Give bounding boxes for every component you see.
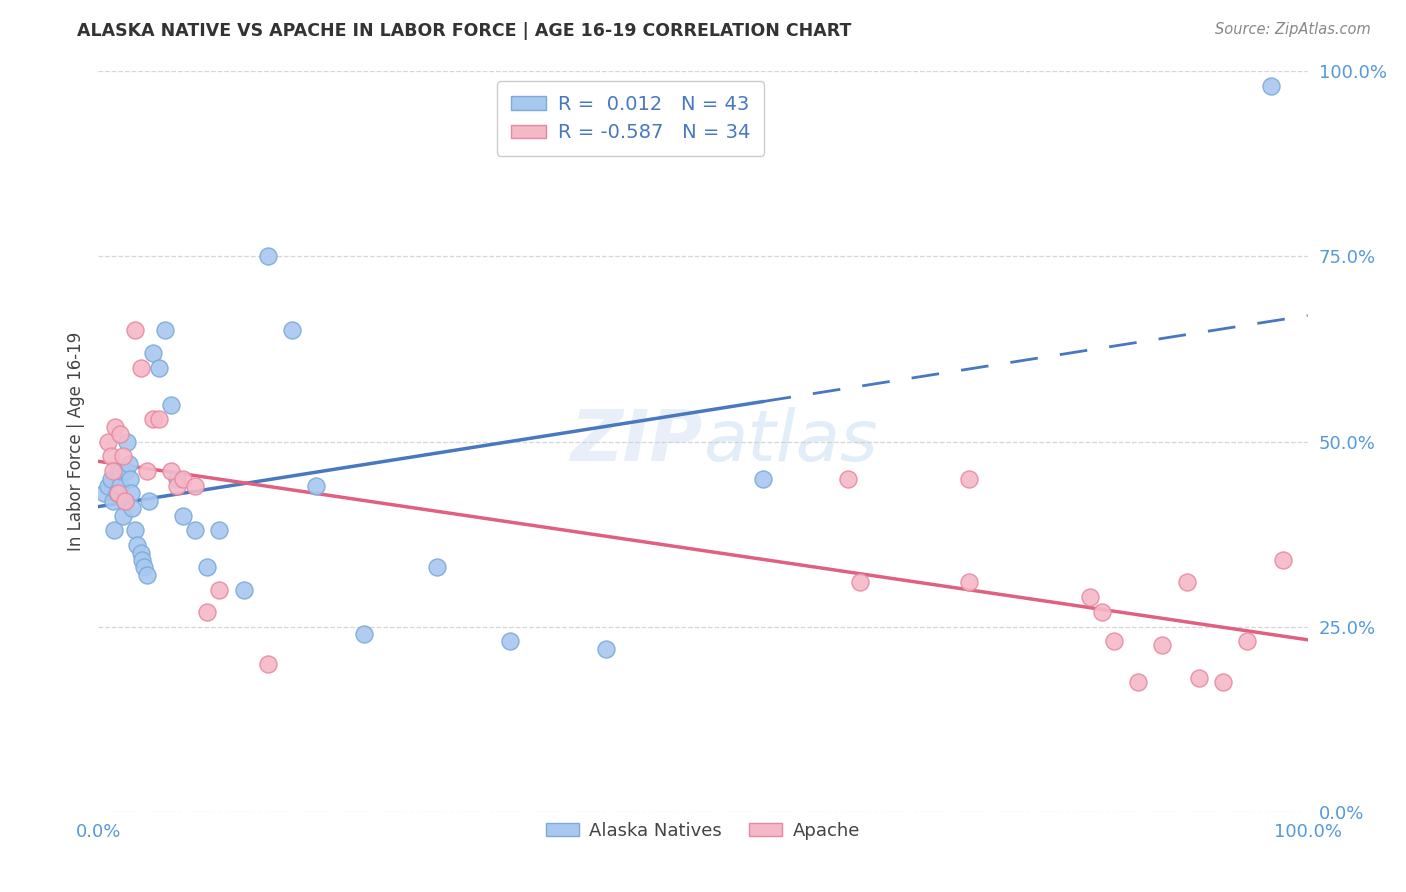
Point (124, 324, 146, 338)
Point (148, 412, 170, 426)
Point (111, 450, 134, 464)
Legend: Alaska Natives, Apache: Alaska Natives, Apache (538, 814, 868, 847)
Point (101, 464, 124, 478)
Point (118, 471, 141, 485)
Point (138, 493, 160, 508)
Point (184, 524, 207, 538)
Point (120, 486, 142, 500)
Point (142, 412, 165, 426)
Point (256, 657, 278, 671)
Point (849, 575, 872, 590)
Point (97, 479, 120, 493)
Point (1102, 634, 1125, 648)
Point (117, 434, 139, 449)
Point (172, 508, 194, 523)
Point (107, 464, 129, 478)
Point (100, 471, 122, 485)
Text: atlas: atlas (703, 407, 877, 476)
Point (104, 419, 127, 434)
Point (256, 250, 278, 264)
Point (110, 464, 132, 478)
Point (127, 538, 149, 552)
Point (114, 493, 136, 508)
Point (1236, 634, 1258, 648)
Point (1260, 79, 1282, 94)
Point (148, 360, 170, 375)
Y-axis label: In Labor Force | Age 16-19: In Labor Force | Age 16-19 (66, 332, 84, 551)
Point (108, 479, 131, 493)
Point (142, 345, 165, 359)
Point (166, 479, 188, 493)
Point (114, 493, 136, 508)
Point (1128, 675, 1150, 690)
Point (103, 524, 125, 538)
Point (115, 464, 138, 478)
Point (97, 434, 120, 449)
Point (1188, 672, 1211, 686)
Point (111, 508, 134, 523)
Point (100, 450, 122, 464)
Point (107, 486, 129, 500)
Point (108, 427, 131, 442)
Text: ZIP: ZIP (571, 407, 703, 476)
Text: ALASKA NATIVE VS APACHE IN LABOR FORCE | AGE 16-19 CORRELATION CHART: ALASKA NATIVE VS APACHE IN LABOR FORCE |… (77, 22, 852, 40)
Point (172, 471, 194, 485)
Point (305, 479, 328, 493)
Point (426, 560, 449, 574)
Point (195, 560, 218, 574)
Point (184, 479, 207, 493)
Point (160, 464, 183, 478)
Point (105, 486, 128, 500)
Point (131, 553, 153, 567)
Point (837, 471, 859, 485)
Point (208, 524, 231, 538)
Point (166, 471, 188, 485)
Point (134, 560, 156, 574)
Point (129, 546, 152, 560)
Point (498, 634, 520, 648)
Point (135, 464, 157, 478)
Point (752, 471, 775, 485)
Point (101, 493, 124, 508)
Point (93, 486, 115, 500)
Point (353, 627, 375, 641)
Point (957, 471, 980, 485)
Point (957, 575, 980, 590)
Point (595, 641, 617, 656)
Point (1272, 553, 1295, 567)
Point (135, 567, 157, 582)
Point (1175, 575, 1198, 590)
Point (208, 582, 231, 597)
Point (124, 524, 146, 538)
Point (118, 457, 141, 471)
Point (281, 324, 304, 338)
Point (232, 582, 254, 597)
Point (1212, 675, 1234, 690)
Text: Source: ZipAtlas.com: Source: ZipAtlas.com (1215, 22, 1371, 37)
Point (121, 501, 143, 516)
Point (195, 605, 218, 619)
Point (1078, 590, 1101, 604)
Point (1091, 605, 1114, 619)
Point (1152, 638, 1174, 652)
Point (160, 398, 183, 412)
Point (129, 360, 152, 375)
Point (153, 324, 176, 338)
